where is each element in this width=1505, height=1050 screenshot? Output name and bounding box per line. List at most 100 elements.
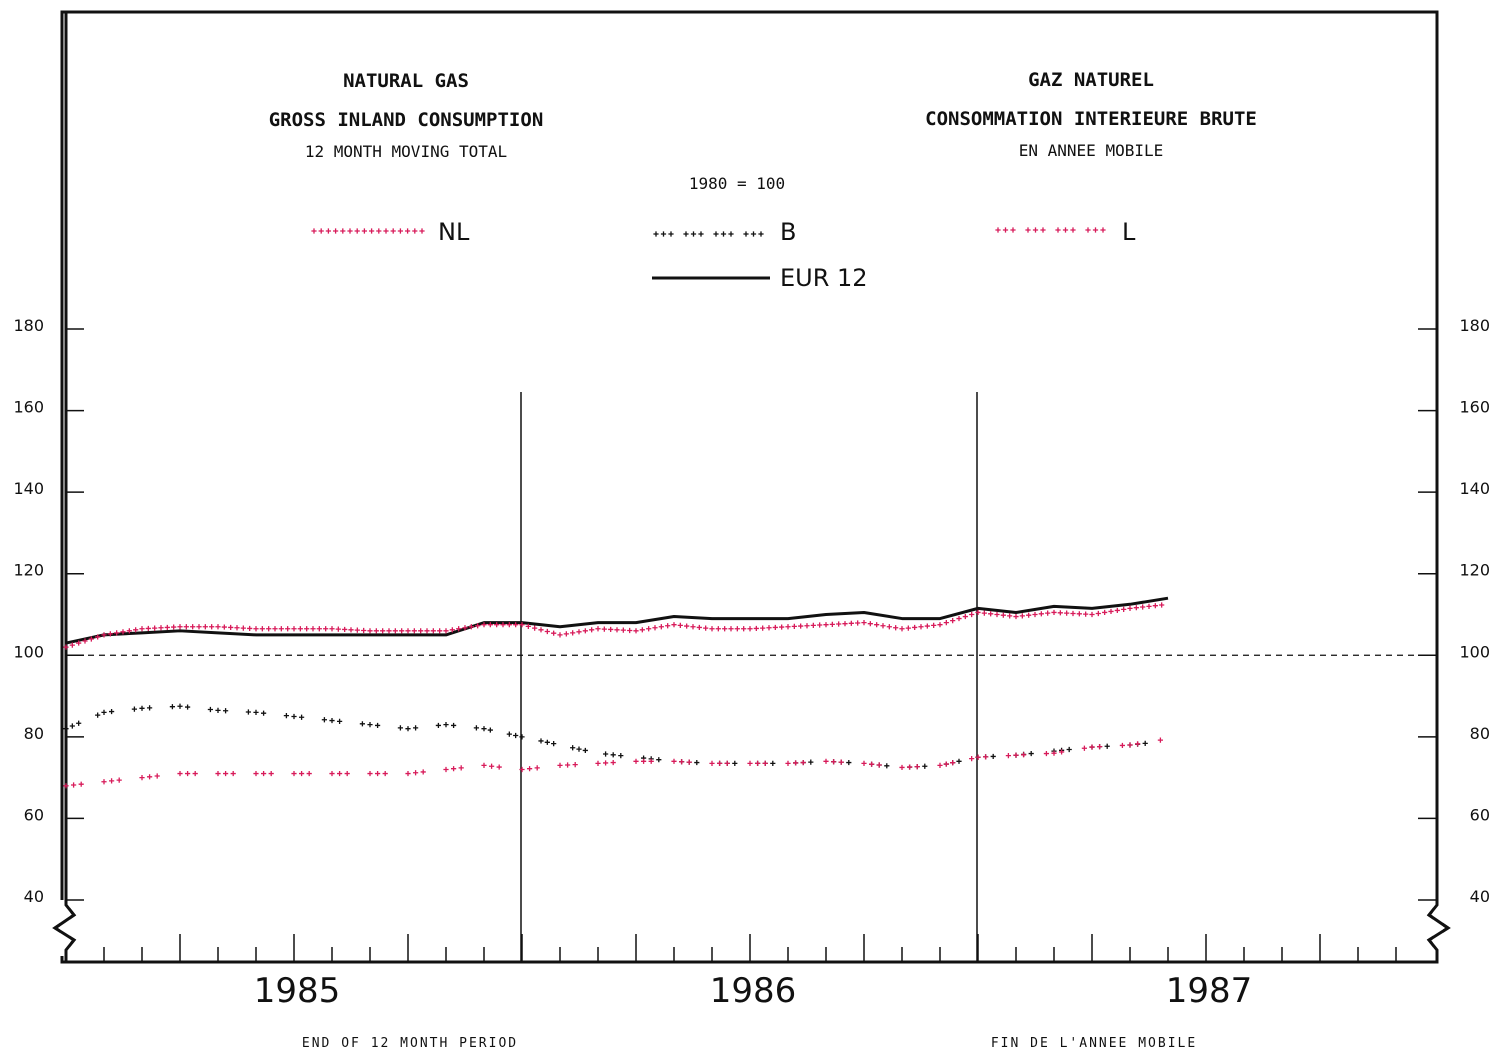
data-point [534, 765, 540, 771]
data-point [1127, 605, 1133, 611]
data-point [922, 763, 928, 769]
data-point [185, 704, 191, 710]
legend-mark [1025, 227, 1031, 233]
data-point [120, 629, 126, 635]
data-point [747, 760, 753, 766]
data-point [342, 626, 348, 633]
data-point [139, 626, 145, 632]
data-point [158, 625, 164, 631]
data-point [779, 624, 785, 630]
data-point [525, 623, 531, 629]
data-point [386, 628, 392, 634]
data-point [321, 717, 327, 723]
data-point [147, 705, 153, 711]
y-tick-label-left: 160 [13, 398, 44, 417]
data-point [437, 628, 443, 634]
data-point [473, 725, 479, 731]
data-point [912, 624, 918, 631]
legend-mark [728, 231, 734, 237]
data-point [665, 623, 671, 629]
data-point [283, 713, 289, 719]
data-point [990, 753, 996, 760]
data-point [462, 625, 468, 631]
data-point [399, 628, 405, 634]
data-point [291, 770, 297, 777]
data-point [1102, 609, 1108, 616]
legend-mark [758, 231, 764, 237]
data-point [519, 622, 525, 628]
data-point [1119, 742, 1125, 749]
x-tick-label-1987: 1987 [1166, 971, 1253, 1011]
data-point [405, 770, 411, 777]
data-point [694, 759, 700, 766]
y-tick-label-right: 160 [1459, 398, 1490, 417]
legend-mark [1010, 227, 1016, 233]
x-axis [103, 934, 1397, 962]
data-point [671, 758, 677, 764]
data-point [741, 626, 747, 632]
legend-mark [1002, 227, 1009, 233]
data-point [829, 621, 835, 627]
data-point [304, 626, 310, 632]
legend-mark [383, 228, 389, 234]
legend-mark [397, 228, 403, 234]
data-point [610, 759, 616, 766]
subtitle-en: 12 MONTH MOVING TOTAL [305, 142, 507, 161]
data-point [962, 613, 968, 620]
data-point [1019, 613, 1025, 619]
data-point [937, 622, 943, 628]
legend-mark [668, 231, 674, 237]
data-point [69, 723, 75, 729]
data-point [329, 717, 335, 724]
data-point [329, 626, 335, 632]
data-point [1146, 603, 1152, 609]
y-tick-label-right: 140 [1459, 479, 1490, 498]
data-point [772, 624, 778, 631]
data-point [1043, 750, 1049, 757]
data-point [658, 624, 664, 630]
data-point [1089, 744, 1095, 750]
data-point [375, 722, 381, 729]
data-point [451, 766, 457, 772]
data-point [576, 746, 582, 752]
data-point [1059, 749, 1065, 755]
data-point [1152, 603, 1158, 609]
data-point [268, 770, 274, 777]
data-point [411, 628, 417, 634]
data-point [589, 627, 595, 633]
data-point [1013, 613, 1019, 620]
series-b [63, 703, 1148, 770]
data-point [496, 764, 502, 770]
y-tick-label-left: 180 [13, 316, 44, 335]
left-break-path [52, 895, 77, 962]
data-point [247, 625, 253, 632]
data-point [443, 766, 449, 773]
data-point [848, 620, 854, 626]
data-point [367, 628, 373, 634]
data-point [671, 622, 677, 628]
data-point [899, 626, 905, 632]
data-point [988, 611, 994, 617]
left-break-mask [60, 900, 70, 956]
x-axis-label-en: END OF 12 MONTH PERIOD [302, 1036, 518, 1050]
data-point [732, 760, 738, 766]
data-point [291, 626, 297, 632]
data-point [259, 626, 265, 632]
data-point [983, 754, 989, 760]
data-point [1121, 606, 1127, 613]
data-point [69, 642, 75, 648]
data-point [831, 759, 837, 765]
data-point [1095, 610, 1101, 617]
data-point [565, 762, 571, 768]
data-point [329, 770, 335, 777]
series-group [63, 596, 1169, 789]
data-point [373, 628, 379, 634]
data-point [500, 622, 506, 628]
data-point [1005, 753, 1011, 759]
data-point [177, 703, 183, 709]
data-point [1000, 612, 1006, 618]
data-point [766, 625, 772, 631]
data-point [969, 756, 975, 762]
data-point [71, 782, 77, 788]
